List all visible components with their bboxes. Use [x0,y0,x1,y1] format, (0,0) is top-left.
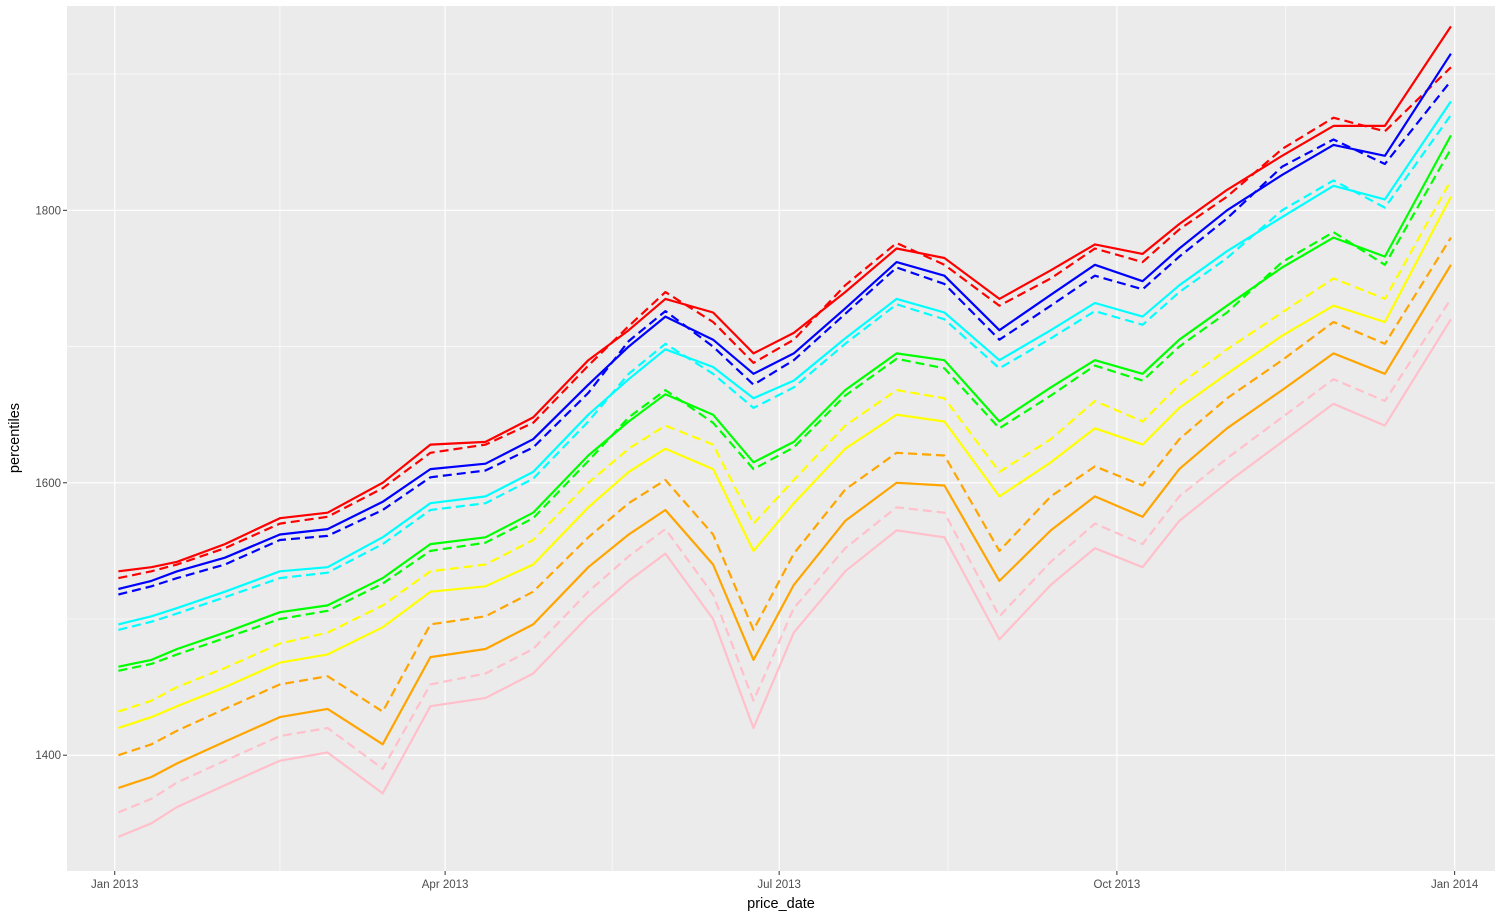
series-line [118,179,1452,713]
series-line [118,80,1452,596]
y-axis-title: percentiles [7,403,23,473]
series-line [118,25,1452,573]
y-tick-label: 1600 [35,478,61,490]
series-line [117,318,1452,838]
series-line [118,114,1452,631]
x-tick-label: Oct 2013 [1094,879,1141,891]
y-axis: 1400 1600 1800 [35,205,67,762]
x-tick-label: Jan 2013 [91,879,138,891]
y-tick-label: 1800 [35,205,61,217]
grid-major [67,6,1495,871]
series-layer [117,25,1452,838]
series-line [118,66,1452,580]
series-line [118,100,1452,626]
series-line [118,196,1452,730]
panel-background [67,6,1495,871]
series-line [118,148,1452,672]
y-tick-label: 1400 [35,750,61,762]
series-line [118,134,1452,668]
x-tick-label: Jul 2013 [757,879,800,891]
x-tick-label: Apr 2013 [422,879,469,891]
series-line [118,264,1452,789]
grid-minor [67,6,1495,871]
x-axis: Jan 2013 Apr 2013 Jul 2013 Oct 2013 Jan 2014 [91,871,1479,891]
x-axis-title: price_date [747,896,815,912]
series-line [117,298,1452,814]
series-line [118,53,1452,591]
x-tick-label: Jan 2014 [1431,879,1479,891]
series-line [118,237,1452,757]
